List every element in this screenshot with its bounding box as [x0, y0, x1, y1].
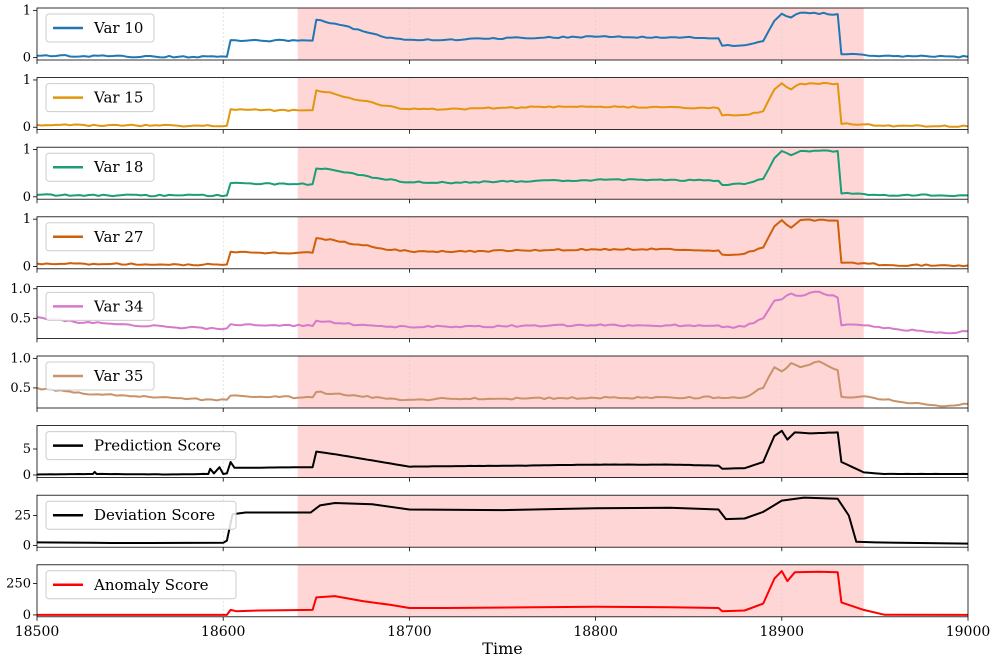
anomaly-region-shade: [297, 564, 864, 617]
anomaly-region-shade: [297, 356, 864, 408]
y-tick-label: 0: [23, 120, 31, 135]
axes-frame: [36, 77, 969, 130]
panel-var27: 0 1 Var 27: [23, 212, 969, 274]
x-tick-label: 18500: [15, 624, 60, 640]
panel-var34: 0.5 1.0 Var 34: [10, 282, 969, 343]
x-tick-label: 19000: [946, 624, 991, 640]
legend-label: Var 10: [93, 19, 143, 37]
legend-label: Var 18: [93, 158, 143, 176]
anomaly-region-shade: [297, 216, 864, 269]
y-tick-label: 0: [23, 51, 31, 66]
y-tick-label: 0: [23, 259, 31, 274]
y-tick-label: 1: [23, 73, 31, 88]
x-tick-label: 18600: [201, 624, 246, 640]
y-tick-label: 0: [23, 538, 31, 553]
legend-var27: Var 27: [45, 222, 155, 252]
axes-frame: [36, 564, 969, 618]
legend-box: [45, 500, 237, 530]
y-tick-label: 0: [23, 608, 31, 623]
legend-box: [45, 291, 155, 321]
x-tick-label: 18800: [573, 624, 618, 640]
y-tick-label: 25: [14, 509, 31, 524]
x-tick-label: 18700: [387, 624, 432, 640]
legend-box: [45, 83, 155, 113]
legend-prediction: Prediction Score: [45, 431, 237, 461]
legend-label: Var 35: [93, 367, 143, 385]
axes-frame: [36, 355, 969, 409]
anomaly-region-shade: [297, 495, 864, 548]
y-tick-label: 1: [23, 3, 31, 18]
legend-label: Var 15: [93, 89, 143, 107]
anomaly-region-shade: [297, 147, 864, 200]
x-axis-title: Time: [482, 639, 522, 658]
anomaly-region-shade: [297, 77, 864, 130]
x-tick-label: 18900: [760, 624, 805, 640]
series-line-prediction: [36, 429, 969, 476]
y-tick-label: 1.0: [10, 282, 31, 297]
legend-box: [45, 361, 155, 391]
legend-label: Var 34: [93, 297, 143, 315]
series-line-deviation: [36, 496, 969, 545]
panel-anomaly: 0 250 Anomaly Score: [6, 564, 969, 623]
legend-var10: Var 10: [45, 13, 155, 43]
legend-box: [45, 13, 155, 43]
axes-frame: [36, 216, 969, 270]
axes-frame: [36, 146, 969, 200]
panel-var10: 0 1 Var 10: [23, 3, 969, 66]
panel-var35: 0.5 1.0 Var 35: [10, 351, 969, 412]
y-tick-label: 1: [23, 212, 31, 227]
series-line-var35: [36, 360, 969, 408]
legend-box: [45, 152, 155, 182]
y-tick-label: 1.0: [10, 351, 31, 366]
legend-label: Prediction Score: [94, 437, 221, 455]
legend-var15: Var 15: [45, 83, 155, 113]
series-line-var15: [36, 81, 969, 128]
legend-deviation: Deviation Score: [45, 500, 237, 530]
legend-label: Deviation Score: [94, 506, 215, 524]
axes-frame: [36, 425, 969, 479]
legend-box: [45, 431, 237, 461]
axes-frame: [36, 285, 969, 339]
legend-label: Var 27: [93, 228, 143, 246]
anomaly-region-shade: [297, 8, 864, 60]
y-tick-label: 0.5: [10, 311, 31, 326]
panel-var18: 0 1 Var 18: [23, 143, 969, 205]
y-tick-label: 5: [23, 442, 31, 457]
series-line-var27: [36, 218, 969, 268]
legend-box: [45, 222, 155, 252]
y-tick-label: 0.5: [10, 381, 31, 396]
legend-anomaly: Anomaly Score: [45, 570, 237, 600]
y-tick-label: 250: [6, 577, 31, 592]
legend-var18: Var 18: [45, 152, 155, 182]
y-tick-label: 0: [23, 468, 31, 483]
panel-deviation: 0 25 Deviation Score: [14, 494, 969, 553]
series-line-var18: [36, 149, 969, 198]
anomaly-region-shade: [297, 425, 864, 478]
panel-var15: 0 1 Var 15: [23, 73, 969, 135]
series-line-var34: [36, 290, 969, 335]
series-line-var10: [36, 11, 969, 59]
y-tick-label: 1: [23, 143, 31, 158]
legend-var35: Var 35: [45, 361, 155, 391]
axes-frame: [36, 7, 969, 61]
legend-label: Anomaly Score: [93, 576, 209, 594]
panel-prediction: 0 5 Prediction Score: [23, 425, 969, 483]
axes-frame: [36, 494, 969, 548]
y-tick-label: 0: [23, 190, 31, 205]
legend-var34: Var 34: [45, 291, 155, 321]
series-line-anomaly: [37, 570, 969, 616]
legend-box: [45, 570, 237, 600]
anomaly-region-shade: [297, 286, 864, 339]
